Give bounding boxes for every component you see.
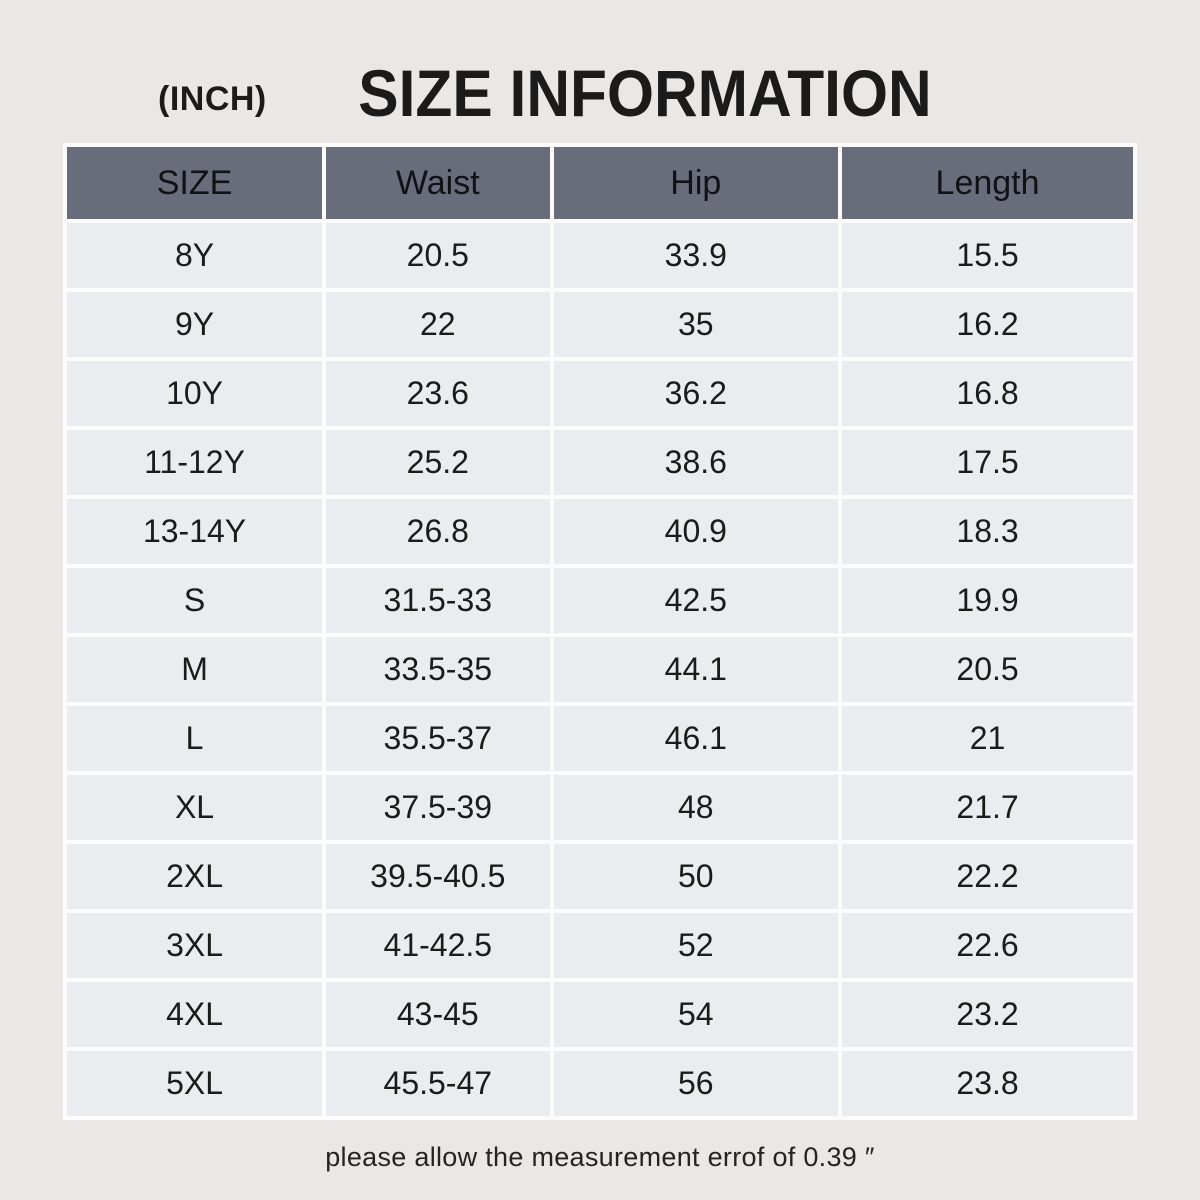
cell-hip: 56 xyxy=(553,1051,839,1116)
cell-length: 23.2 xyxy=(842,982,1133,1047)
cell-hip: 44.1 xyxy=(553,637,839,702)
cell-size: 9Y xyxy=(67,292,323,357)
table-row: XL 37.5-39 48 21.7 xyxy=(67,775,1133,840)
table-row: S 31.5-33 42.5 19.9 xyxy=(67,568,1133,633)
cell-length: 22.2 xyxy=(842,844,1133,909)
cell-size: 2XL xyxy=(67,844,323,909)
cell-waist: 37.5-39 xyxy=(326,775,550,840)
cell-length: 21.7 xyxy=(842,775,1133,840)
cell-length: 16.8 xyxy=(842,361,1133,426)
cell-size: 3XL xyxy=(67,913,323,978)
cell-waist: 41-42.5 xyxy=(326,913,550,978)
measurement-error-note: please allow the measurement errof of 0.… xyxy=(325,1142,875,1172)
cell-length: 23.8 xyxy=(842,1051,1133,1116)
cell-length: 15.5 xyxy=(842,223,1133,288)
page-title: SIZE INFORMATION xyxy=(358,57,932,131)
cell-size: 13-14Y xyxy=(67,499,323,564)
cell-waist: 45.5-47 xyxy=(326,1051,550,1116)
table-row: 5XL 45.5-47 56 23.8 xyxy=(67,1051,1133,1116)
table-row: M 33.5-35 44.1 20.5 xyxy=(67,637,1133,702)
cell-waist: 35.5-37 xyxy=(326,706,550,771)
column-header-length: Length xyxy=(842,147,1133,219)
column-header-size: SIZE xyxy=(67,147,323,219)
cell-size: 8Y xyxy=(67,223,323,288)
cell-hip: 48 xyxy=(553,775,839,840)
cell-waist: 26.8 xyxy=(326,499,550,564)
cell-hip: 46.1 xyxy=(553,706,839,771)
cell-waist: 23.6 xyxy=(326,361,550,426)
cell-hip: 54 xyxy=(553,982,839,1047)
cell-waist: 20.5 xyxy=(326,223,550,288)
cell-waist: 33.5-35 xyxy=(326,637,550,702)
table-row: 10Y 23.6 36.2 16.8 xyxy=(67,361,1133,426)
cell-size: L xyxy=(67,706,323,771)
cell-waist: 43-45 xyxy=(326,982,550,1047)
cell-size: M xyxy=(67,637,323,702)
cell-size: 11-12Y xyxy=(67,430,323,495)
cell-length: 16.2 xyxy=(842,292,1133,357)
title-area: (INCH) SIZE INFORMATION xyxy=(0,0,1200,143)
table-row: 3XL 41-42.5 52 22.6 xyxy=(67,913,1133,978)
table-row: 8Y 20.5 33.9 15.5 xyxy=(67,223,1133,288)
cell-hip: 33.9 xyxy=(553,223,839,288)
column-header-waist: Waist xyxy=(326,147,550,219)
cell-hip: 36.2 xyxy=(553,361,839,426)
table-row: 13-14Y 26.8 40.9 18.3 xyxy=(67,499,1133,564)
table-header-row: SIZE Waist Hip Length xyxy=(67,147,1133,219)
cell-size: S xyxy=(67,568,323,633)
cell-length: 17.5 xyxy=(842,430,1133,495)
cell-size: 10Y xyxy=(67,361,323,426)
table-row: L 35.5-37 46.1 21 xyxy=(67,706,1133,771)
cell-size: 4XL xyxy=(67,982,323,1047)
table-row: 2XL 39.5-40.5 50 22.2 xyxy=(67,844,1133,909)
cell-hip: 42.5 xyxy=(553,568,839,633)
cell-hip: 50 xyxy=(553,844,839,909)
cell-length: 19.9 xyxy=(842,568,1133,633)
cell-length: 22.6 xyxy=(842,913,1133,978)
cell-waist: 25.2 xyxy=(326,430,550,495)
cell-hip: 38.6 xyxy=(553,430,839,495)
cell-waist: 31.5-33 xyxy=(326,568,550,633)
cell-length: 21 xyxy=(842,706,1133,771)
cell-waist: 22 xyxy=(326,292,550,357)
table-row: 11-12Y 25.2 38.6 17.5 xyxy=(67,430,1133,495)
size-table: SIZE Waist Hip Length 8Y 20.5 33.9 15.5 … xyxy=(63,143,1137,1120)
table-row: 9Y 22 35 16.2 xyxy=(67,292,1133,357)
cell-size: 5XL xyxy=(67,1051,323,1116)
cell-length: 18.3 xyxy=(842,499,1133,564)
cell-hip: 40.9 xyxy=(553,499,839,564)
cell-waist: 39.5-40.5 xyxy=(326,844,550,909)
cell-hip: 35 xyxy=(553,292,839,357)
column-header-hip: Hip xyxy=(553,147,839,219)
table-row: 4XL 43-45 54 23.2 xyxy=(67,982,1133,1047)
cell-length: 20.5 xyxy=(842,637,1133,702)
cell-size: XL xyxy=(67,775,323,840)
unit-label: (INCH) xyxy=(158,80,267,118)
cell-hip: 52 xyxy=(553,913,839,978)
